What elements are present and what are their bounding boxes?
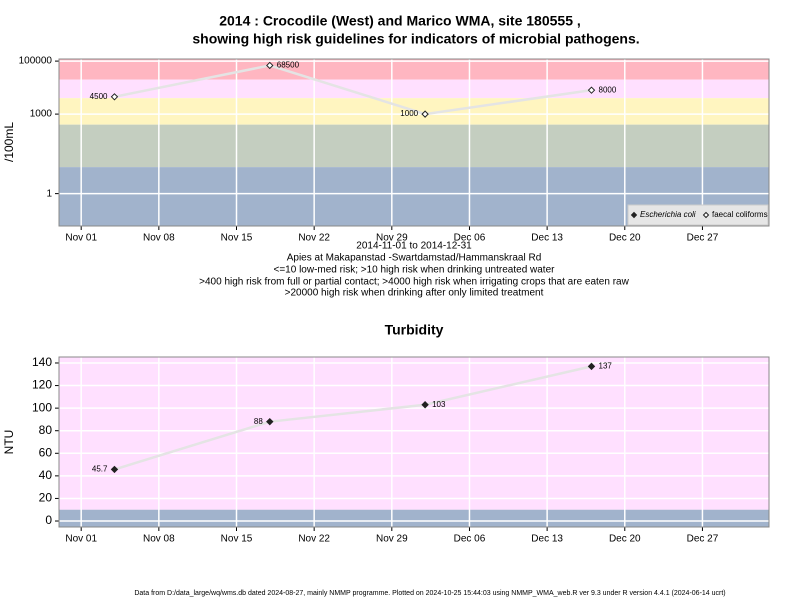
data-label: 4500 (90, 92, 108, 101)
risk-band (59, 509, 769, 527)
data-point (587, 86, 596, 94)
subtitle: >20000 high risk when drinking after onl… (285, 288, 544, 299)
data-point (266, 417, 274, 426)
data-label: 88 (254, 417, 263, 426)
data-point (421, 110, 429, 118)
data-label: 45.7 (92, 465, 108, 474)
series-line (114, 64, 592, 116)
x-tick-label: Nov 15 (221, 534, 253, 545)
data-point (587, 362, 596, 371)
data-label: 137 (599, 361, 613, 370)
data-label: 103 (432, 400, 446, 409)
series-line (114, 365, 592, 471)
legend-label: faecal coliforms (712, 210, 768, 219)
risk-band (59, 59, 769, 80)
x-tick-label: Dec 27 (687, 534, 719, 545)
x-tick-label: Dec 06 (454, 534, 486, 545)
data-label: 68500 (277, 61, 300, 70)
y-tick-label: 80 (39, 423, 53, 437)
x-tick-label: Dec 06 (454, 233, 486, 244)
y-axis-label: NTU (2, 430, 16, 455)
risk-band (59, 357, 769, 510)
y-tick-label: 1000 (30, 109, 53, 120)
chart-title: 2014 : Crocodile (West) and Marico WMA, … (219, 13, 581, 29)
y-tick-label: 100000 (19, 56, 53, 67)
x-tick-label: Nov 22 (298, 233, 330, 244)
subtitle: >400 high risk from full or partial cont… (199, 277, 629, 288)
y-tick-label: 60 (39, 445, 53, 459)
data-point (421, 401, 429, 409)
x-tick-label: Nov 22 (298, 534, 330, 545)
x-tick-label: Nov 01 (65, 534, 97, 545)
x-tick-label: Nov 15 (221, 233, 253, 244)
y-tick-label: 140 (32, 355, 52, 369)
data-label: 8000 (599, 85, 617, 94)
y-tick-label: 0 (45, 513, 52, 527)
x-tick-label: Nov 08 (143, 233, 175, 244)
x-tick-label: Dec 20 (609, 233, 641, 244)
data-point (110, 93, 119, 101)
data-point (110, 465, 119, 474)
x-tick-label: Nov 01 (65, 233, 97, 244)
chart-title: Turbidity (385, 322, 444, 338)
legend-box (627, 204, 769, 226)
chart-title: showing high risk guidelines for indicat… (192, 31, 639, 47)
x-tick-label: Dec 13 (531, 534, 563, 545)
risk-band (59, 79, 769, 99)
x-tick-label: Dec 20 (609, 534, 641, 545)
footer: Data from D:/data_large/wq/wms.db dated … (134, 590, 725, 597)
x-tick-label: Nov 08 (143, 534, 175, 545)
y-tick-label: 20 (39, 491, 53, 505)
legend-marker (702, 211, 710, 219)
subtitle: <=10 low-med risk; >10 high risk when dr… (274, 265, 556, 276)
y-tick-label: 1 (46, 188, 52, 199)
x-tick-label: Dec 13 (531, 233, 563, 244)
y-tick-label: 40 (39, 468, 53, 482)
subtitle: 2014-11-01 to 2014-12-31 (356, 241, 472, 252)
plot-frame (58, 356, 770, 528)
legend-label: Escherichia coli (640, 210, 696, 219)
x-tick-label: Dec 27 (687, 233, 719, 244)
data-point (266, 61, 274, 70)
legend-marker (630, 211, 638, 219)
data-label: 1000 (400, 109, 418, 118)
x-tick-label: Nov 29 (376, 233, 408, 244)
risk-band (59, 124, 769, 168)
subtitle: Apies at Makapanstad -Swartdamstad/Hamma… (287, 253, 542, 264)
y-axis-label: /100mL (2, 122, 16, 162)
y-tick-label: 100 (32, 400, 52, 414)
y-tick-label: 120 (32, 378, 52, 392)
x-tick-label: Nov 29 (376, 534, 408, 545)
plot-frame (58, 58, 770, 227)
